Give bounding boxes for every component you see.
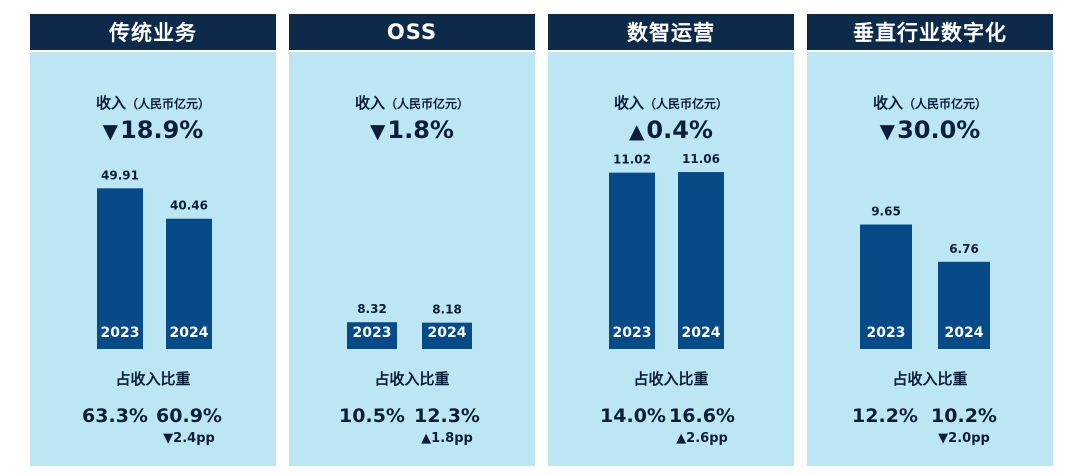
panel-vertical-digitalization: 垂直行业数字化 收入（人民币亿元） ▼30.0% 9.65 2023 6.76 202… bbox=[807, 14, 1053, 466]
bar-2024 bbox=[938, 261, 990, 349]
change-arrow-icon: ▼ bbox=[879, 119, 896, 143]
change-arrow-icon: ▼ bbox=[370, 119, 386, 143]
revenue-label-text: 收入 bbox=[354, 94, 385, 112]
value-label-2023: 9.65 bbox=[871, 205, 901, 219]
change-arrow-icon: ▲ bbox=[629, 119, 645, 143]
value-label-2024: 40.46 bbox=[170, 199, 208, 213]
bar-2023 bbox=[347, 322, 397, 349]
panel-traditional: 传统业务 收入（人民币亿元） ▼18.9% 49.91 2023 40.46 2024… bbox=[30, 14, 276, 466]
revenue-unit: （人民币亿元） bbox=[385, 97, 470, 111]
panel-body: 收入（人民币亿元） ▼30.0% 9.65 2023 6.76 2024 占收入比重 … bbox=[807, 52, 1053, 466]
revenue-label: 收入（人民币亿元） bbox=[30, 92, 276, 113]
share-title: 占收入比重 bbox=[892, 370, 968, 388]
share-title: 占收入比重 bbox=[115, 370, 191, 388]
value-label-2023: 11.02 bbox=[613, 153, 651, 167]
change-value: 1.8% bbox=[387, 116, 454, 144]
revenue-unit: （人民币亿元） bbox=[903, 97, 988, 111]
value-label-2024: 8.18 bbox=[432, 303, 462, 317]
value-label-2023: 49.91 bbox=[101, 168, 139, 182]
bar-2024 bbox=[166, 218, 212, 349]
change-indicator: ▲0.4% bbox=[548, 116, 794, 144]
category-label-2024: 2024 bbox=[945, 325, 984, 341]
share-2023: 14.0% bbox=[600, 405, 666, 427]
value-label-2024: 11.06 bbox=[682, 152, 720, 166]
share-title: 占收入比重 bbox=[633, 370, 709, 388]
share-2024: 60.9% bbox=[156, 405, 222, 427]
panel-body: 收入（人民币亿元） ▲0.4% 11.02 2023 11.06 2024 占收入比重… bbox=[548, 52, 794, 466]
bar-2024 bbox=[422, 322, 472, 349]
panel-digital-ops: 数智运营 收入（人民币亿元） ▲0.4% 11.02 2023 11.06 2024 … bbox=[548, 14, 794, 466]
revenue-unit: （人民币亿元） bbox=[126, 97, 211, 111]
revenue-unit: （人民币亿元） bbox=[644, 97, 729, 111]
change-value: 18.9% bbox=[120, 116, 204, 144]
share-2024: 16.6% bbox=[669, 405, 735, 427]
category-label-2024: 2024 bbox=[170, 325, 209, 341]
category-label-2023: 2023 bbox=[101, 325, 140, 341]
category-label-2024: 2024 bbox=[682, 325, 721, 341]
bar-chart: 9.65 2023 6.76 2024 bbox=[860, 205, 990, 349]
change-indicator: ▼1.8% bbox=[289, 116, 535, 144]
share-2023: 10.5% bbox=[339, 405, 405, 427]
revenue-label-text: 收入 bbox=[95, 94, 126, 112]
panel-title: 垂直行业数字化 bbox=[807, 14, 1053, 50]
share-2024: 10.2% bbox=[931, 405, 997, 427]
change-value: 0.4% bbox=[646, 116, 713, 144]
revenue-label: 收入（人民币亿元） bbox=[289, 92, 535, 113]
panel-title: 数智运营 bbox=[548, 14, 794, 50]
panel-oss: OSS 收入（人民币亿元） ▼1.8% 8.32 2023 8.18 2024 占收入… bbox=[289, 14, 535, 466]
category-label-2023: 2023 bbox=[353, 325, 392, 341]
share-delta: ▲2.6pp bbox=[676, 431, 728, 446]
share-2024: 12.3% bbox=[414, 405, 480, 427]
category-label-2023: 2023 bbox=[613, 325, 652, 341]
revenue-label-text: 收入 bbox=[872, 94, 903, 112]
category-label-2023: 2023 bbox=[867, 325, 906, 341]
change-indicator: ▼18.9% bbox=[30, 116, 276, 144]
bar-chart: 8.32 2023 8.18 2024 bbox=[347, 302, 472, 349]
bar-2023 bbox=[860, 224, 912, 349]
share-delta: ▼2.0pp bbox=[938, 431, 990, 446]
revenue-label-text: 收入 bbox=[613, 94, 644, 112]
value-label-2024: 6.76 bbox=[949, 242, 979, 256]
bar-2024 bbox=[678, 172, 724, 349]
bar-chart: 11.02 2023 11.06 2024 bbox=[609, 152, 724, 349]
revenue-label: 收入（人民币亿元） bbox=[807, 92, 1053, 113]
change-value: 30.0% bbox=[897, 116, 981, 144]
panel-body: 收入（人民币亿元） ▼18.9% 49.91 2023 40.46 2024 占收入比… bbox=[30, 52, 276, 466]
bar-chart: 49.91 2023 40.46 2024 bbox=[97, 168, 212, 349]
share-title: 占收入比重 bbox=[374, 370, 450, 388]
share-2023: 12.2% bbox=[852, 405, 918, 427]
revenue-label: 收入（人民币亿元） bbox=[548, 92, 794, 113]
share-delta: ▲1.8pp bbox=[421, 431, 473, 446]
panel-title: 传统业务 bbox=[30, 14, 276, 50]
share-2023: 63.3% bbox=[82, 405, 148, 427]
panel-body: 收入（人民币亿元） ▼1.8% 8.32 2023 8.18 2024 占收入比重 1… bbox=[289, 52, 535, 466]
category-label-2024: 2024 bbox=[428, 325, 467, 341]
value-label-2023: 8.32 bbox=[357, 302, 387, 316]
change-arrow-icon: ▼ bbox=[102, 119, 119, 143]
bar-2023 bbox=[97, 188, 143, 349]
share-delta: ▼2.4pp bbox=[163, 431, 215, 446]
panel-title: OSS bbox=[289, 14, 535, 50]
bar-2023 bbox=[609, 172, 655, 349]
change-indicator: ▼30.0% bbox=[807, 116, 1053, 144]
